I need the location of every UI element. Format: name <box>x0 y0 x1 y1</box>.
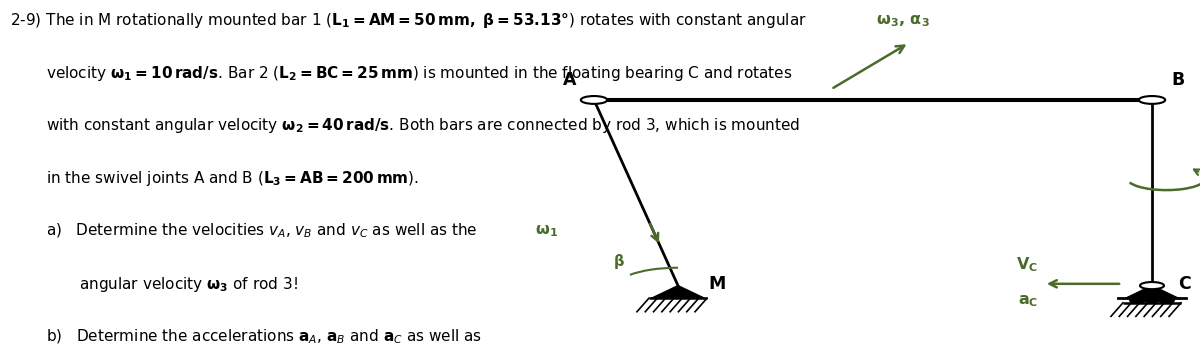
Text: b)   Determine the accelerations $\mathbf{a}_A$, $\mathbf{a}_B$ and $\mathbf{a}_: b) Determine the accelerations $\mathbf{… <box>46 328 481 346</box>
Text: $\mathbf{V_C}$: $\mathbf{V_C}$ <box>1016 255 1038 273</box>
Text: with constant angular velocity $\mathbf{\omega_2 = 40\,}$$\mathit{\mathbf{rad/s}: with constant angular velocity $\mathbf{… <box>46 116 799 135</box>
Circle shape <box>1159 298 1175 303</box>
Circle shape <box>1139 96 1165 104</box>
Circle shape <box>581 96 607 104</box>
Circle shape <box>1129 298 1145 303</box>
Polygon shape <box>1126 286 1178 298</box>
Text: angular velocity $\mathbf{\omega_3}$ of rod 3!: angular velocity $\mathbf{\omega_3}$ of … <box>79 275 298 294</box>
Text: M: M <box>708 275 725 293</box>
Text: velocity $\mathbf{\omega_1 = 10\,}$$\mathit{\mathbf{rad/s}}$. Bar 2 ($\mathbf{L_: velocity $\mathbf{\omega_1 = 10\,}$$\mat… <box>46 64 792 82</box>
Polygon shape <box>652 286 704 298</box>
Text: C: C <box>1178 275 1192 293</box>
Text: a)   Determine the velocities $v_A$, $v_B$ and $v_C$ as well as the: a) Determine the velocities $v_A$, $v_B$… <box>46 222 478 241</box>
Text: $\mathbf{\omega_3}$, $\mathbf{\alpha_3}$: $\mathbf{\omega_3}$, $\mathbf{\alpha_3}$ <box>876 13 930 29</box>
Text: 2-9) The in M rotationally mounted bar 1 ($\mathbf{L_1 = AM = 50\,}$$\mathit{\ma: 2-9) The in M rotationally mounted bar 1… <box>10 11 806 30</box>
Text: in the swivel joints A and B ($\mathbf{L_3 = AB = 200\,}$$\mathit{\mathbf{mm}}$): in the swivel joints A and B ($\mathbf{L… <box>46 169 419 188</box>
Text: $\mathbf{\omega_1}$: $\mathbf{\omega_1}$ <box>535 223 558 239</box>
Text: B: B <box>1171 71 1186 89</box>
Text: $\mathbf{\beta}$: $\mathbf{\beta}$ <box>612 252 624 271</box>
Circle shape <box>1140 282 1164 289</box>
Circle shape <box>1145 298 1160 303</box>
Text: A: A <box>563 71 577 89</box>
Text: $\mathbf{a_C}$: $\mathbf{a_C}$ <box>1018 293 1038 309</box>
